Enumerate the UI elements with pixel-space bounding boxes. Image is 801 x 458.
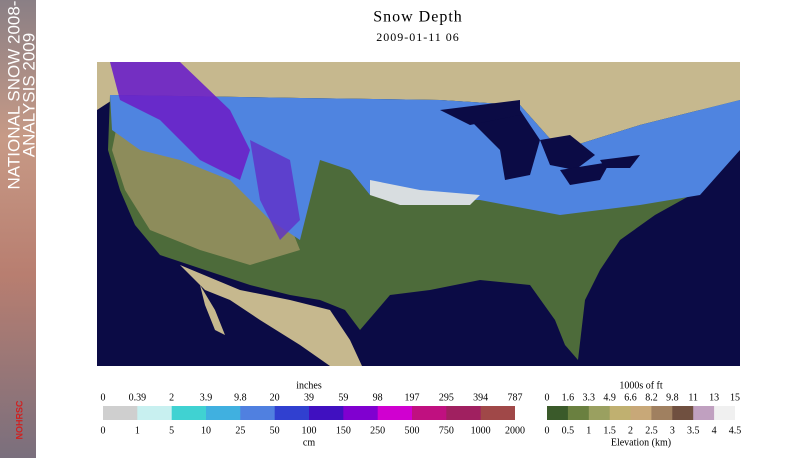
snow-cm-label: 1	[135, 425, 140, 436]
swatch	[412, 406, 447, 420]
swatch	[693, 406, 715, 420]
snow-inch-label: 787	[508, 392, 523, 403]
snow-inch-label: 394	[473, 392, 488, 403]
swatch	[103, 406, 138, 420]
snow-swatches	[103, 406, 515, 420]
lake-ontario	[600, 155, 640, 168]
swatch	[274, 406, 310, 420]
swatch	[672, 406, 694, 420]
elev-km-label: 2.5	[645, 425, 658, 436]
swatch	[309, 406, 344, 420]
elev-km-label: 0.5	[562, 425, 575, 436]
elev-km-label: 1	[586, 425, 591, 436]
snow-cm-label: 500	[405, 425, 420, 436]
snow-inch-label: 20	[270, 392, 280, 403]
snow-top-unit: inches	[296, 380, 322, 391]
logo: NOHRSC	[14, 400, 24, 440]
elev-km-label: 2	[628, 425, 633, 436]
snow-inch-label: 0	[101, 392, 106, 403]
elev-km-label: 0	[545, 425, 550, 436]
lake-michigan	[470, 110, 540, 180]
swatch	[206, 406, 241, 420]
elev-ft-label: 13	[709, 392, 719, 403]
swatch	[714, 406, 735, 420]
snow-cm-label: 100	[302, 425, 317, 436]
elev-ft-label: 8.2	[645, 392, 658, 403]
swatch	[377, 406, 413, 420]
banner-line1: NATIONAL SNOW 2008-	[4, 1, 23, 190]
banner-line2: ANALYSIS 2009	[19, 33, 38, 157]
snow-deep-nw	[110, 62, 250, 180]
swatch	[630, 406, 652, 420]
swatch	[547, 406, 569, 420]
elev-km-label: 4.5	[729, 425, 742, 436]
snow-inch-label: 59	[338, 392, 348, 403]
baja	[200, 285, 225, 335]
subtitle: 2009-01-11 06	[376, 30, 460, 44]
snow-inch-label: 0.39	[129, 392, 147, 403]
snow-cm-label: 5	[169, 425, 174, 436]
elev-ft-label: 15	[730, 392, 740, 403]
swatch	[240, 406, 276, 420]
title: Snow Depth	[373, 9, 463, 26]
swatch	[343, 406, 379, 420]
snow-inch-label: 2	[169, 392, 174, 403]
snow-cm-label: 10	[201, 425, 211, 436]
snow-inch-label: 98	[373, 392, 383, 403]
mexico	[180, 265, 362, 366]
elev-ft-label: 9.8	[666, 392, 679, 403]
snow-inch-label: 197	[405, 392, 420, 403]
swatch	[137, 406, 173, 420]
swatch	[171, 406, 207, 420]
snow-bottom-unit: cm	[303, 437, 315, 448]
snow-cm-label: 50	[270, 425, 280, 436]
elev-ft-label: 3.3	[583, 392, 596, 403]
snow-deep-rockies	[250, 140, 300, 240]
elev-ft-label: 0	[545, 392, 550, 403]
banner-text: NATIONAL SNOW 2008- ANALYSIS 2009	[4, 1, 38, 190]
snow-inch-label: 9.8	[234, 392, 247, 403]
elev-top-unit: 1000s of ft	[619, 380, 663, 391]
swatch	[588, 406, 611, 420]
elev-ft-label: 1.6	[562, 392, 575, 403]
snow-cm-label: 150	[336, 425, 351, 436]
elev-km-label: 1.5	[603, 425, 616, 436]
canada	[97, 62, 740, 150]
swatch	[480, 406, 515, 420]
elev-km-label: 3.5	[687, 425, 700, 436]
swatch	[651, 406, 673, 420]
swatch	[609, 406, 632, 420]
snow-inch-label: 39	[304, 392, 314, 403]
elev-km-label: 3	[670, 425, 675, 436]
elev-ft-label: 6.6	[624, 392, 637, 403]
elev-bottom-unit: Elevation (km)	[611, 437, 671, 448]
lake-huron	[540, 135, 595, 170]
elev-swatches	[547, 406, 735, 420]
snow-cm-label: 1000	[471, 425, 491, 436]
snow-inch-label: 3.9	[200, 392, 213, 403]
snow-light	[370, 180, 480, 205]
elev-ft-label: 11	[688, 392, 698, 403]
elev-ft-label: 4.9	[603, 392, 616, 403]
lake-superior	[440, 100, 520, 125]
snow-cm-label: 2000	[505, 425, 525, 436]
elev-km-label: 4	[712, 425, 717, 436]
snow-cm-label: 250	[370, 425, 385, 436]
banner-strip	[0, 0, 36, 458]
snow-inch-label: 295	[439, 392, 454, 403]
swatch	[567, 406, 590, 420]
snow-cm-label: 0	[101, 425, 106, 436]
snow-cm-label: 25	[235, 425, 245, 436]
lake-erie	[560, 162, 610, 185]
snow-cm-label: 750	[439, 425, 454, 436]
swatch	[446, 406, 482, 420]
map	[97, 62, 740, 366]
